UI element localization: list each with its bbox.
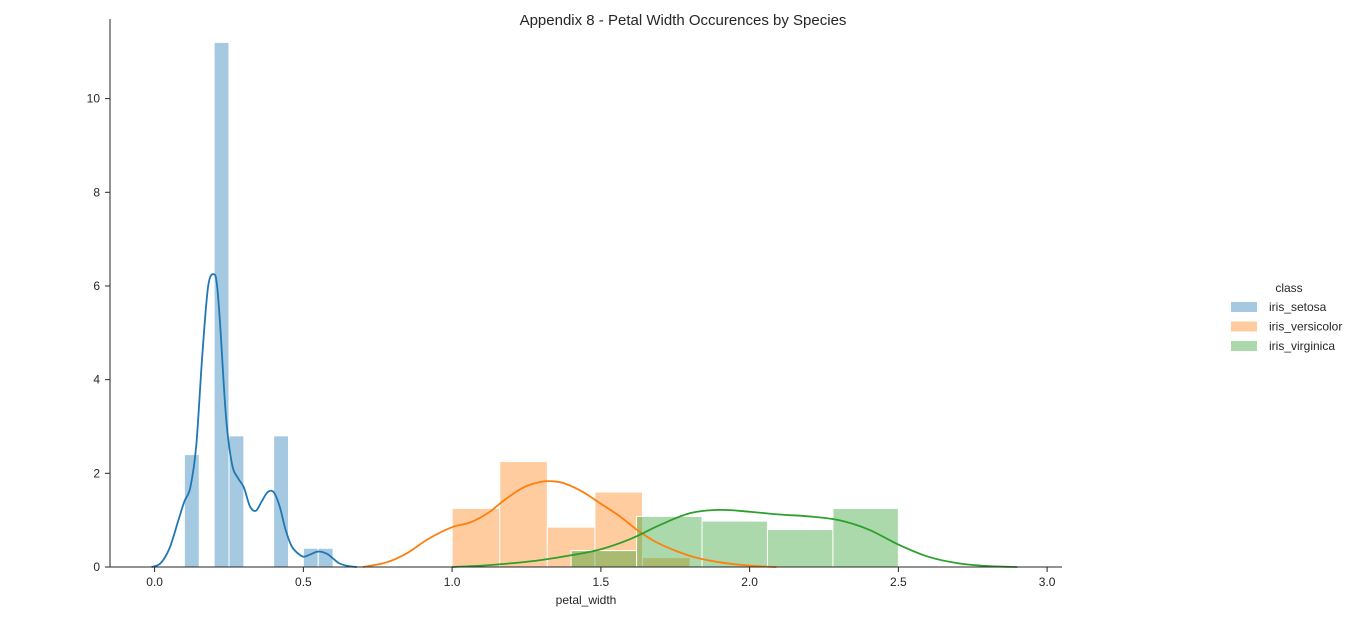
bar-iris_setosa-0 — [183, 454, 200, 568]
y-tick-label: 8 — [93, 185, 100, 199]
x-ticks: 0.0 0.5 1.0 1.5 2.0 2.5 3.0 — [146, 567, 1056, 589]
y-ticks: 0 2 4 6 8 10 — [87, 92, 110, 574]
x-tick-label: 2.0 — [741, 575, 758, 589]
legend-title: class — [1275, 281, 1302, 295]
kde-line-iris_setosa — [151, 273, 358, 568]
x-tick-label: 0.5 — [295, 575, 312, 589]
legend-swatch-iris_setosa — [1231, 302, 1257, 312]
kde-curves — [151, 273, 1018, 568]
x-tick-label: 1.5 — [593, 575, 610, 589]
legend-label-iris_versicolor: iris_versicolor — [1269, 320, 1342, 334]
axes — [109, 19, 1062, 568]
x-tick-label: 3.0 — [1039, 575, 1056, 589]
bar-iris_setosa-6 — [273, 435, 289, 568]
bar-iris_setosa-2 — [213, 41, 230, 568]
y-tick-label: 4 — [93, 373, 100, 387]
bar-iris_virginica-4 — [832, 507, 899, 568]
x-tick-label: 2.5 — [890, 575, 907, 589]
y-tick-label: 10 — [87, 92, 101, 106]
x-tick-label: 1.0 — [444, 575, 461, 589]
legend: class iris_setosa iris_versicolor iris_vir… — [1231, 281, 1342, 353]
legend-swatch-iris_versicolor — [1231, 321, 1257, 332]
x-tick-label: 0.0 — [146, 575, 163, 589]
kde-line-iris_versicolor — [362, 480, 777, 568]
bar-iris_virginica-3 — [766, 529, 834, 568]
chart-title: Appendix 8 - Petal Width Occurences by S… — [520, 12, 847, 29]
y-tick-label: 2 — [93, 466, 100, 480]
x-axis-label: petal_width — [556, 593, 617, 607]
bar-iris_virginica-2 — [701, 520, 768, 568]
y-tick-label: 0 — [93, 560, 100, 574]
legend-label-iris_virginica: iris_virginica — [1269, 339, 1335, 353]
bar-iris_versicolor-0 — [451, 507, 501, 568]
legend-label-iris_setosa: iris_setosa — [1269, 300, 1327, 314]
bar-iris_virginica-1 — [636, 515, 703, 568]
y-tick-label: 6 — [93, 279, 100, 293]
legend-swatch-iris_virginica — [1231, 341, 1257, 351]
kde-line-iris_virginica — [452, 508, 1018, 568]
histogram-bars — [183, 41, 899, 568]
bar-iris_versicolor-1 — [499, 461, 548, 568]
